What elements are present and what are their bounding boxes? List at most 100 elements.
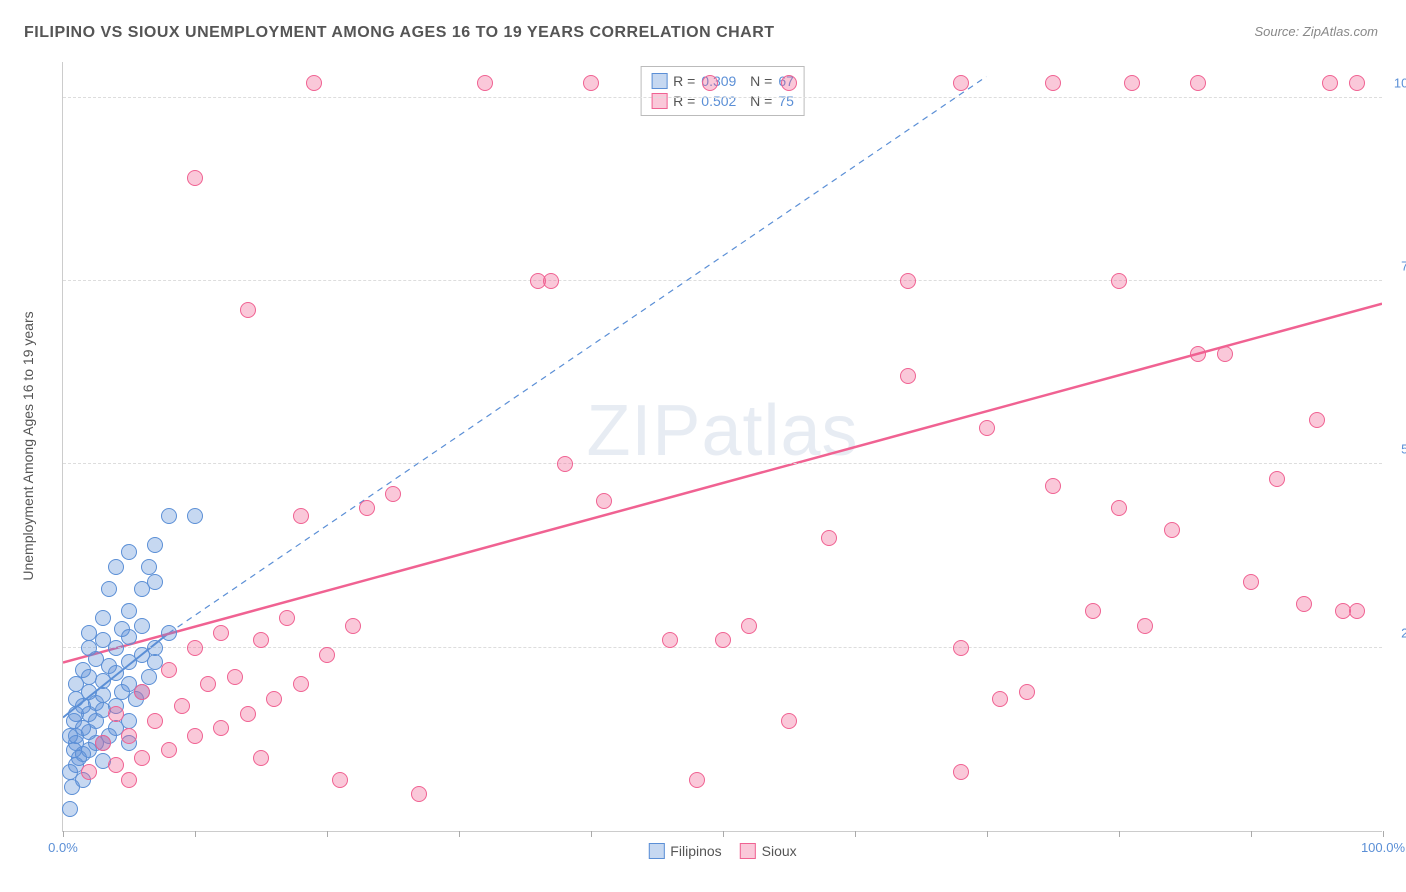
scatter-point bbox=[95, 610, 111, 626]
scatter-point bbox=[332, 772, 348, 788]
scatter-point bbox=[1243, 574, 1259, 590]
scatter-point bbox=[293, 508, 309, 524]
scatter-point bbox=[953, 75, 969, 91]
legend-r-label: R = bbox=[673, 93, 695, 109]
scatter-point bbox=[266, 691, 282, 707]
scatter-point bbox=[1190, 75, 1206, 91]
scatter-point bbox=[702, 75, 718, 91]
scatter-point bbox=[161, 625, 177, 641]
x-tick bbox=[1251, 831, 1252, 837]
legend-row: R = 0.502 N = 75 bbox=[651, 91, 794, 111]
scatter-point bbox=[279, 610, 295, 626]
x-tick bbox=[855, 831, 856, 837]
scatter-point bbox=[81, 625, 97, 641]
scatter-point bbox=[1217, 346, 1233, 362]
scatter-point bbox=[134, 684, 150, 700]
scatter-point bbox=[101, 581, 117, 597]
scatter-point bbox=[147, 640, 163, 656]
scatter-point bbox=[900, 368, 916, 384]
scatter-point bbox=[121, 544, 137, 560]
scatter-point bbox=[781, 75, 797, 91]
scatter-point bbox=[213, 720, 229, 736]
scatter-point bbox=[147, 713, 163, 729]
scatter-point bbox=[147, 574, 163, 590]
scatter-point bbox=[121, 728, 137, 744]
x-tick bbox=[327, 831, 328, 837]
trend-lines bbox=[63, 62, 1382, 831]
scatter-point bbox=[992, 691, 1008, 707]
scatter-point bbox=[200, 676, 216, 692]
scatter-point bbox=[134, 750, 150, 766]
scatter-point bbox=[1164, 522, 1180, 538]
scatter-point bbox=[227, 669, 243, 685]
scatter-point bbox=[141, 559, 157, 575]
scatter-point bbox=[1111, 273, 1127, 289]
x-tick-label: 0.0% bbox=[48, 840, 78, 855]
series-legend: Filipinos Sioux bbox=[648, 843, 796, 859]
scatter-point bbox=[583, 75, 599, 91]
gridline bbox=[63, 280, 1382, 281]
x-tick bbox=[987, 831, 988, 837]
y-axis-label: Unemployment Among Ages 16 to 19 years bbox=[20, 311, 36, 580]
scatter-point bbox=[293, 676, 309, 692]
scatter-point bbox=[147, 537, 163, 553]
x-tick bbox=[459, 831, 460, 837]
x-tick bbox=[63, 831, 64, 837]
scatter-point bbox=[306, 75, 322, 91]
scatter-point bbox=[240, 302, 256, 318]
scatter-point bbox=[161, 508, 177, 524]
scatter-point bbox=[187, 728, 203, 744]
legend-r-label: R = bbox=[673, 73, 695, 89]
gridline bbox=[63, 97, 1382, 98]
y-tick-label: 50.0% bbox=[1401, 442, 1406, 457]
scatter-point bbox=[108, 706, 124, 722]
scatter-point bbox=[1322, 75, 1338, 91]
scatter-point bbox=[187, 640, 203, 656]
legend-label: Filipinos bbox=[670, 843, 721, 859]
scatter-point bbox=[81, 764, 97, 780]
y-tick-label: 100.0% bbox=[1394, 75, 1406, 90]
legend-n-value: 75 bbox=[778, 93, 794, 109]
y-tick-label: 25.0% bbox=[1401, 625, 1406, 640]
scatter-point bbox=[253, 632, 269, 648]
legend-r-value: 0.502 bbox=[701, 93, 736, 109]
legend-item: Sioux bbox=[740, 843, 797, 859]
scatter-point bbox=[213, 625, 229, 641]
scatter-point bbox=[821, 530, 837, 546]
legend-item: Filipinos bbox=[648, 843, 721, 859]
scatter-point bbox=[95, 735, 111, 751]
x-tick bbox=[1119, 831, 1120, 837]
legend-swatch bbox=[651, 73, 667, 89]
scatter-point bbox=[900, 273, 916, 289]
scatter-point bbox=[108, 559, 124, 575]
scatter-point bbox=[1309, 412, 1325, 428]
scatter-point bbox=[1045, 75, 1061, 91]
scatter-point bbox=[477, 75, 493, 91]
legend-swatch bbox=[651, 93, 667, 109]
scatter-point bbox=[689, 772, 705, 788]
scatter-point bbox=[662, 632, 678, 648]
scatter-point bbox=[345, 618, 361, 634]
legend-row: R = 0.309 N = 67 bbox=[651, 71, 794, 91]
scatter-point bbox=[319, 647, 335, 663]
scatter-point bbox=[1296, 596, 1312, 612]
scatter-point bbox=[62, 801, 78, 817]
scatter-point bbox=[953, 764, 969, 780]
scatter-point bbox=[1137, 618, 1153, 634]
scatter-point bbox=[161, 742, 177, 758]
scatter-point bbox=[108, 757, 124, 773]
scatter-point bbox=[1190, 346, 1206, 362]
scatter-point bbox=[161, 662, 177, 678]
y-tick-label: 75.0% bbox=[1401, 259, 1406, 274]
legend-swatch bbox=[740, 843, 756, 859]
scatter-point bbox=[979, 420, 995, 436]
gridline bbox=[63, 463, 1382, 464]
scatter-point bbox=[385, 486, 401, 502]
scatter-point bbox=[953, 640, 969, 656]
scatter-point bbox=[1269, 471, 1285, 487]
scatter-point bbox=[1111, 500, 1127, 516]
scatter-point bbox=[121, 603, 137, 619]
scatter-point bbox=[240, 706, 256, 722]
scatter-point bbox=[741, 618, 757, 634]
scatter-point bbox=[411, 786, 427, 802]
